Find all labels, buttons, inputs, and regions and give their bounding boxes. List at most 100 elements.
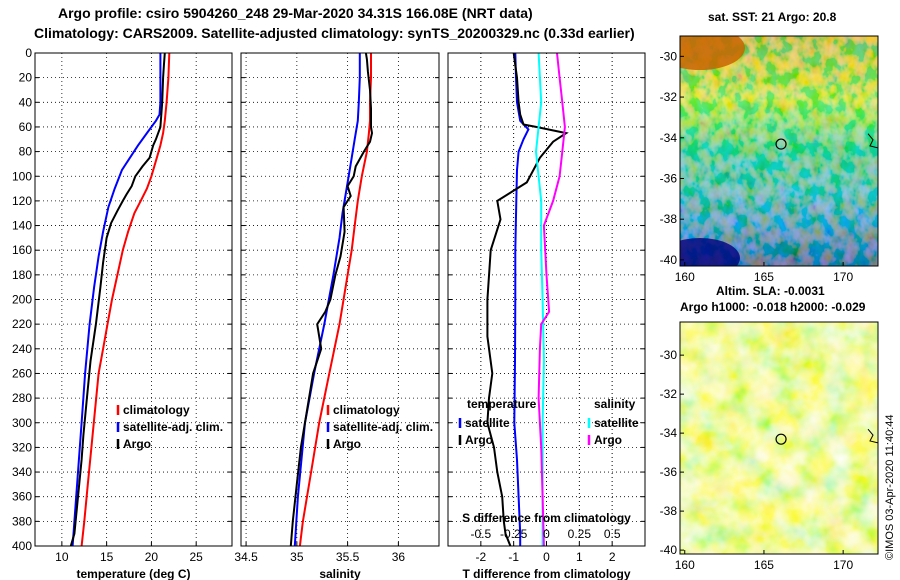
x-tick-label: -1 xyxy=(508,550,519,564)
y-tick-label: 120 xyxy=(12,194,32,208)
x-tick-label: 25 xyxy=(190,550,204,564)
legend-label: Argo xyxy=(333,437,361,451)
secondary-x-tick-label: 0.25 xyxy=(568,527,592,541)
argo-location-marker xyxy=(775,433,787,445)
series-line-salinity-argo xyxy=(537,52,566,547)
map-x-tick-label: 165 xyxy=(754,558,774,572)
y-tick-label: 80 xyxy=(19,145,33,159)
coastline xyxy=(867,133,879,149)
legend-label: satellite xyxy=(594,416,639,430)
y-tick-label: 280 xyxy=(12,391,32,405)
legend-label: climatology xyxy=(333,403,400,417)
map-y-tick-label: -40 xyxy=(660,253,678,267)
profile-panel-3: -2 -1 0 1 2 T difference from climatology -0.5… xyxy=(447,52,646,580)
sla-map-title-2: Argo h1000: -0.018 h2000: -0.029 xyxy=(680,300,866,314)
y-tick-label: 180 xyxy=(12,268,32,282)
legend-label: climatology xyxy=(123,403,190,417)
legend-label: satellite xyxy=(465,416,510,430)
y-tick-label: 140 xyxy=(12,219,32,233)
profile-panel-1: 0 20 40 60 80 100 120 140 160 180 200 220 240 260 280 3… xyxy=(12,46,233,580)
coastline xyxy=(867,428,879,444)
x-tick-label: 34.5 xyxy=(234,550,258,564)
secondary-x-axis-label: S difference from climatology xyxy=(462,511,631,525)
y-tick-label: 60 xyxy=(19,120,33,134)
sla-map-field xyxy=(680,322,878,554)
y-tick-label: 220 xyxy=(12,317,32,331)
legend-label: satellite-adj. clim. xyxy=(123,420,223,434)
x-tick-label: 2 xyxy=(609,550,616,564)
map-y-tick-label: -30 xyxy=(660,49,678,63)
y-tick-label: 340 xyxy=(12,465,32,479)
sla-map: 160 165 170 -30 -32 -34 -36 -38 -40 xyxy=(660,321,879,572)
x-tick-label: 0 xyxy=(543,550,550,564)
sst-cold-patch xyxy=(680,238,740,266)
x-tick-label: 10 xyxy=(55,550,69,564)
sla-field xyxy=(680,322,878,554)
x-axis-label: temperature (deg C) xyxy=(76,567,190,580)
sla-map-title-1: Altim. SLA: -0.0031 xyxy=(716,284,825,298)
y-tick-label: 300 xyxy=(12,416,32,430)
y-tick-label: 40 xyxy=(19,95,33,109)
x-tick-label: 35 xyxy=(290,550,304,564)
legend-label: Argo xyxy=(465,433,493,447)
y-tick-label: 100 xyxy=(12,169,32,183)
map-y-tick-label: -34 xyxy=(660,131,678,145)
series-line-temperature-argo xyxy=(486,52,569,547)
map-y-tick-label: -36 xyxy=(660,171,678,185)
profile-panel-2: 34.5 35 35.5 36 salinity climatology satellite… xyxy=(234,52,440,580)
legend-label: Argo xyxy=(594,433,622,447)
sla-map-frame xyxy=(679,321,879,555)
argo-location-marker xyxy=(775,138,787,150)
legend-label: Argo xyxy=(123,437,151,451)
series-line-climatology xyxy=(80,52,171,547)
x-tick-label: 36 xyxy=(392,550,406,564)
map-y-tick-label: -32 xyxy=(660,387,678,401)
series-line-argo xyxy=(69,52,166,547)
series-line-temperature-satellite xyxy=(513,52,530,546)
y-tick-label: 160 xyxy=(12,243,32,257)
x-tick-label: 1 xyxy=(576,550,583,564)
map-y-tick-label: -40 xyxy=(660,543,678,557)
x-tick-label: -2 xyxy=(475,550,486,564)
map-y-tick-label: -34 xyxy=(660,426,678,440)
chart-title-line-1: Argo profile: csiro 5904260_248 29-Mar-2… xyxy=(58,5,533,21)
y-tick-label: 360 xyxy=(12,490,32,504)
panel-frame xyxy=(447,52,646,547)
sst-texture xyxy=(680,36,878,266)
legend-heading: salinity xyxy=(594,397,636,411)
y-tick-label: 260 xyxy=(12,366,32,380)
map-x-tick-label: 170 xyxy=(833,558,853,572)
y-tick-label: 240 xyxy=(12,342,32,356)
legend-heading: temperature xyxy=(467,397,537,411)
secondary-x-tick-label: 0 xyxy=(543,527,550,541)
y-tick-label: 380 xyxy=(12,514,32,528)
series-line-satellite-adj-clim- xyxy=(71,53,162,547)
x-tick-label: 15 xyxy=(100,550,114,564)
sst-map-field xyxy=(680,36,878,266)
panel-frame xyxy=(34,52,233,547)
map-y-tick-label: -38 xyxy=(660,212,678,226)
series-line-climatology xyxy=(298,53,372,547)
y-tick-label: 200 xyxy=(12,293,32,307)
series-line-satellite-adj-clim- xyxy=(293,53,361,547)
map-x-tick-label: 165 xyxy=(754,270,774,284)
chart-title-line-2: Climatology: CARS2009. Satellite-adjuste… xyxy=(34,25,635,41)
sst-map-title: sat. SST: 21 Argo: 20.8 xyxy=(708,10,837,24)
sst-map-frame xyxy=(679,35,879,267)
series-line-argo xyxy=(289,52,374,547)
x-axis-label: salinity xyxy=(319,567,361,580)
secondary-x-tick-label: 0.5 xyxy=(604,527,621,541)
y-tick-label: 320 xyxy=(12,440,32,454)
map-x-tick-label: 170 xyxy=(833,270,853,284)
x-tick-label: 20 xyxy=(145,550,159,564)
map-y-tick-label: -36 xyxy=(660,465,678,479)
y-tick-label: 0 xyxy=(25,46,32,60)
sst-warm-patch xyxy=(680,36,745,70)
y-tick-label: 20 xyxy=(19,71,33,85)
x-axis-label: T difference from climatology xyxy=(462,567,630,580)
map-x-tick-label: 160 xyxy=(675,558,695,572)
secondary-x-tick-label: -0.5 xyxy=(470,527,491,541)
map-y-tick-label: -30 xyxy=(660,348,678,362)
legend-label: satellite-adj. clim. xyxy=(333,420,433,434)
